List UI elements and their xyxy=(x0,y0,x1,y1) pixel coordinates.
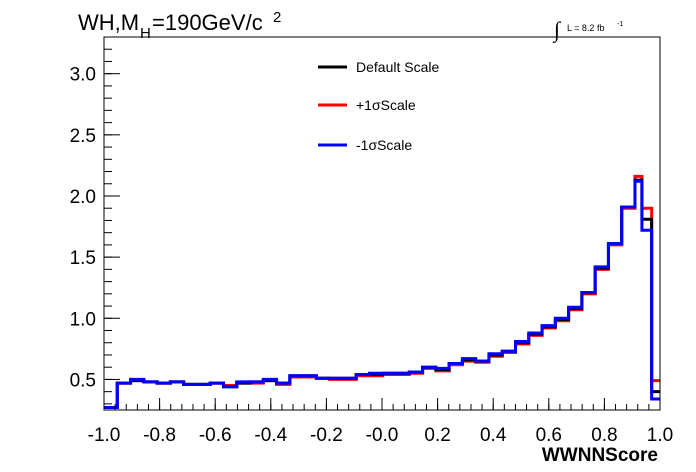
y-axis: 0.5 1.0 1.5 2.0 2.5 3.0 xyxy=(70,48,120,405)
x-tick-label: -0.4 xyxy=(254,425,287,446)
y-tick-label: 2.5 xyxy=(70,126,96,147)
y-tick-label: 1.5 xyxy=(70,248,96,269)
y-tick-label: 0.5 xyxy=(70,370,96,391)
legend-label-plus1sigma: +1σScale xyxy=(356,97,416,113)
chart-title-rest: =190GeV/c xyxy=(152,10,263,35)
x-axis: -1.0 -0.8 -0.6 -0.4 -0.2 -0.0 0.2 0.4 0.6 0.8 1.0 xyxy=(88,398,673,446)
x-tick-label: 0.6 xyxy=(536,425,562,446)
legend-label-minus1sigma: -1σScale xyxy=(356,137,412,153)
integral-sign: ∫ xyxy=(552,17,562,43)
x-tick-label: 0.4 xyxy=(480,425,507,446)
chart-title-main: WH,M xyxy=(78,10,139,35)
x-tick-label: -0.2 xyxy=(310,425,343,446)
x-tick-label: -0.8 xyxy=(143,425,176,446)
x-tick-label: 1.0 xyxy=(647,425,673,446)
x-axis-title: WWNNScore xyxy=(542,445,658,466)
y-tick-label: 3.0 xyxy=(70,65,96,86)
x-tick-label: -0.0 xyxy=(366,425,399,446)
x-tick-label: -1.0 xyxy=(88,425,121,446)
x-tick-label: 0.8 xyxy=(591,425,617,446)
y-tick-label: 1.0 xyxy=(70,309,96,330)
x-tick-label: 0.2 xyxy=(424,425,450,446)
legend-label-default: Default Scale xyxy=(356,59,439,75)
luminosity-exponent: -1 xyxy=(617,21,623,28)
series-2 xyxy=(104,179,660,410)
y-tick-label: 2.0 xyxy=(70,187,96,208)
chart-title-superscript: 2 xyxy=(273,9,281,26)
legend: Default Scale +1σScale -1σScale xyxy=(318,59,439,153)
luminosity-label: L = 8.2 fb xyxy=(567,23,604,33)
series-line-2 xyxy=(104,179,660,410)
chart-title-subscript: H xyxy=(140,25,151,42)
x-tick-label: -0.6 xyxy=(199,425,232,446)
series-layer xyxy=(104,174,660,410)
